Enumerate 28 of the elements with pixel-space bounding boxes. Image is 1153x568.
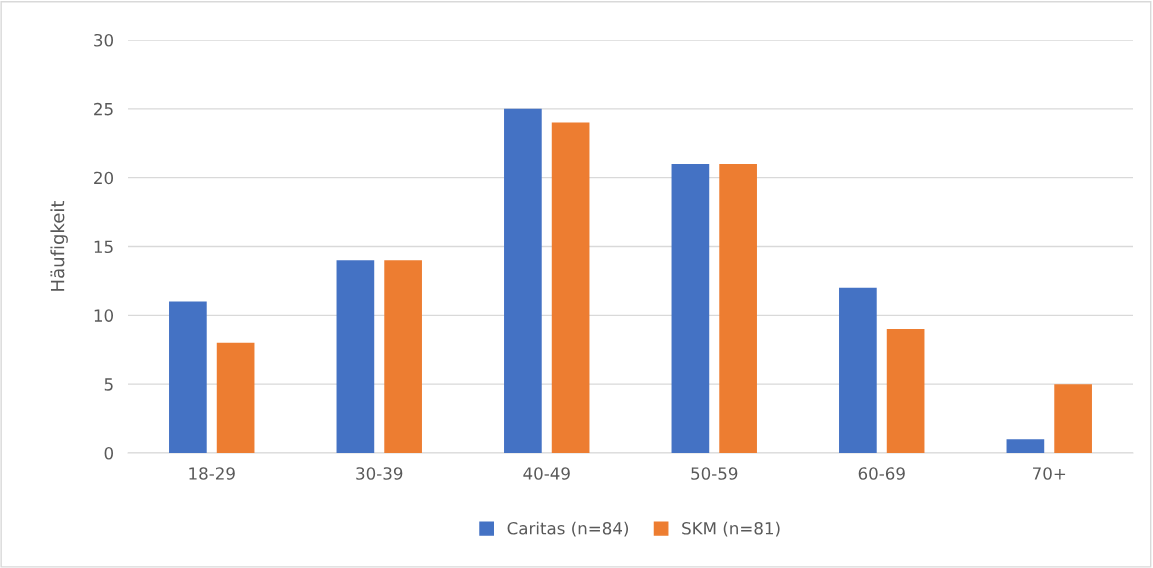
x-tick-label: 70+ — [1033, 467, 1066, 480]
bar — [719, 163, 757, 453]
y-tick-label: 10 — [94, 309, 113, 322]
bar — [384, 260, 422, 453]
bar — [336, 260, 375, 453]
bar — [1054, 384, 1092, 453]
y-tick-label: 25 — [94, 102, 113, 116]
legend-label: Caritas (n=84) — [507, 521, 628, 537]
bar — [169, 301, 207, 453]
bar — [216, 342, 255, 453]
x-tick-label: 60-69 — [858, 467, 905, 480]
bar — [886, 329, 925, 453]
x-tick-label: 18-29 — [189, 467, 235, 480]
bar — [1006, 439, 1045, 453]
bar — [551, 122, 590, 453]
bar — [504, 108, 542, 453]
y-tick-label: 15 — [94, 240, 113, 254]
x-tick-label: 40-49 — [523, 467, 570, 480]
y-axis-title: Häufigkeit — [50, 200, 68, 291]
y-tick-label: 0 — [104, 446, 113, 460]
y-tick-label: 20 — [94, 171, 113, 185]
bar — [671, 163, 710, 453]
y-tick-label: 5 — [104, 378, 113, 391]
x-tick-label: 30-39 — [356, 467, 403, 480]
y-tick-label: 30 — [94, 33, 113, 47]
x-tick-label: 50-59 — [691, 467, 738, 480]
bar — [839, 287, 877, 453]
legend-label: SKM (n=81) — [682, 521, 780, 537]
